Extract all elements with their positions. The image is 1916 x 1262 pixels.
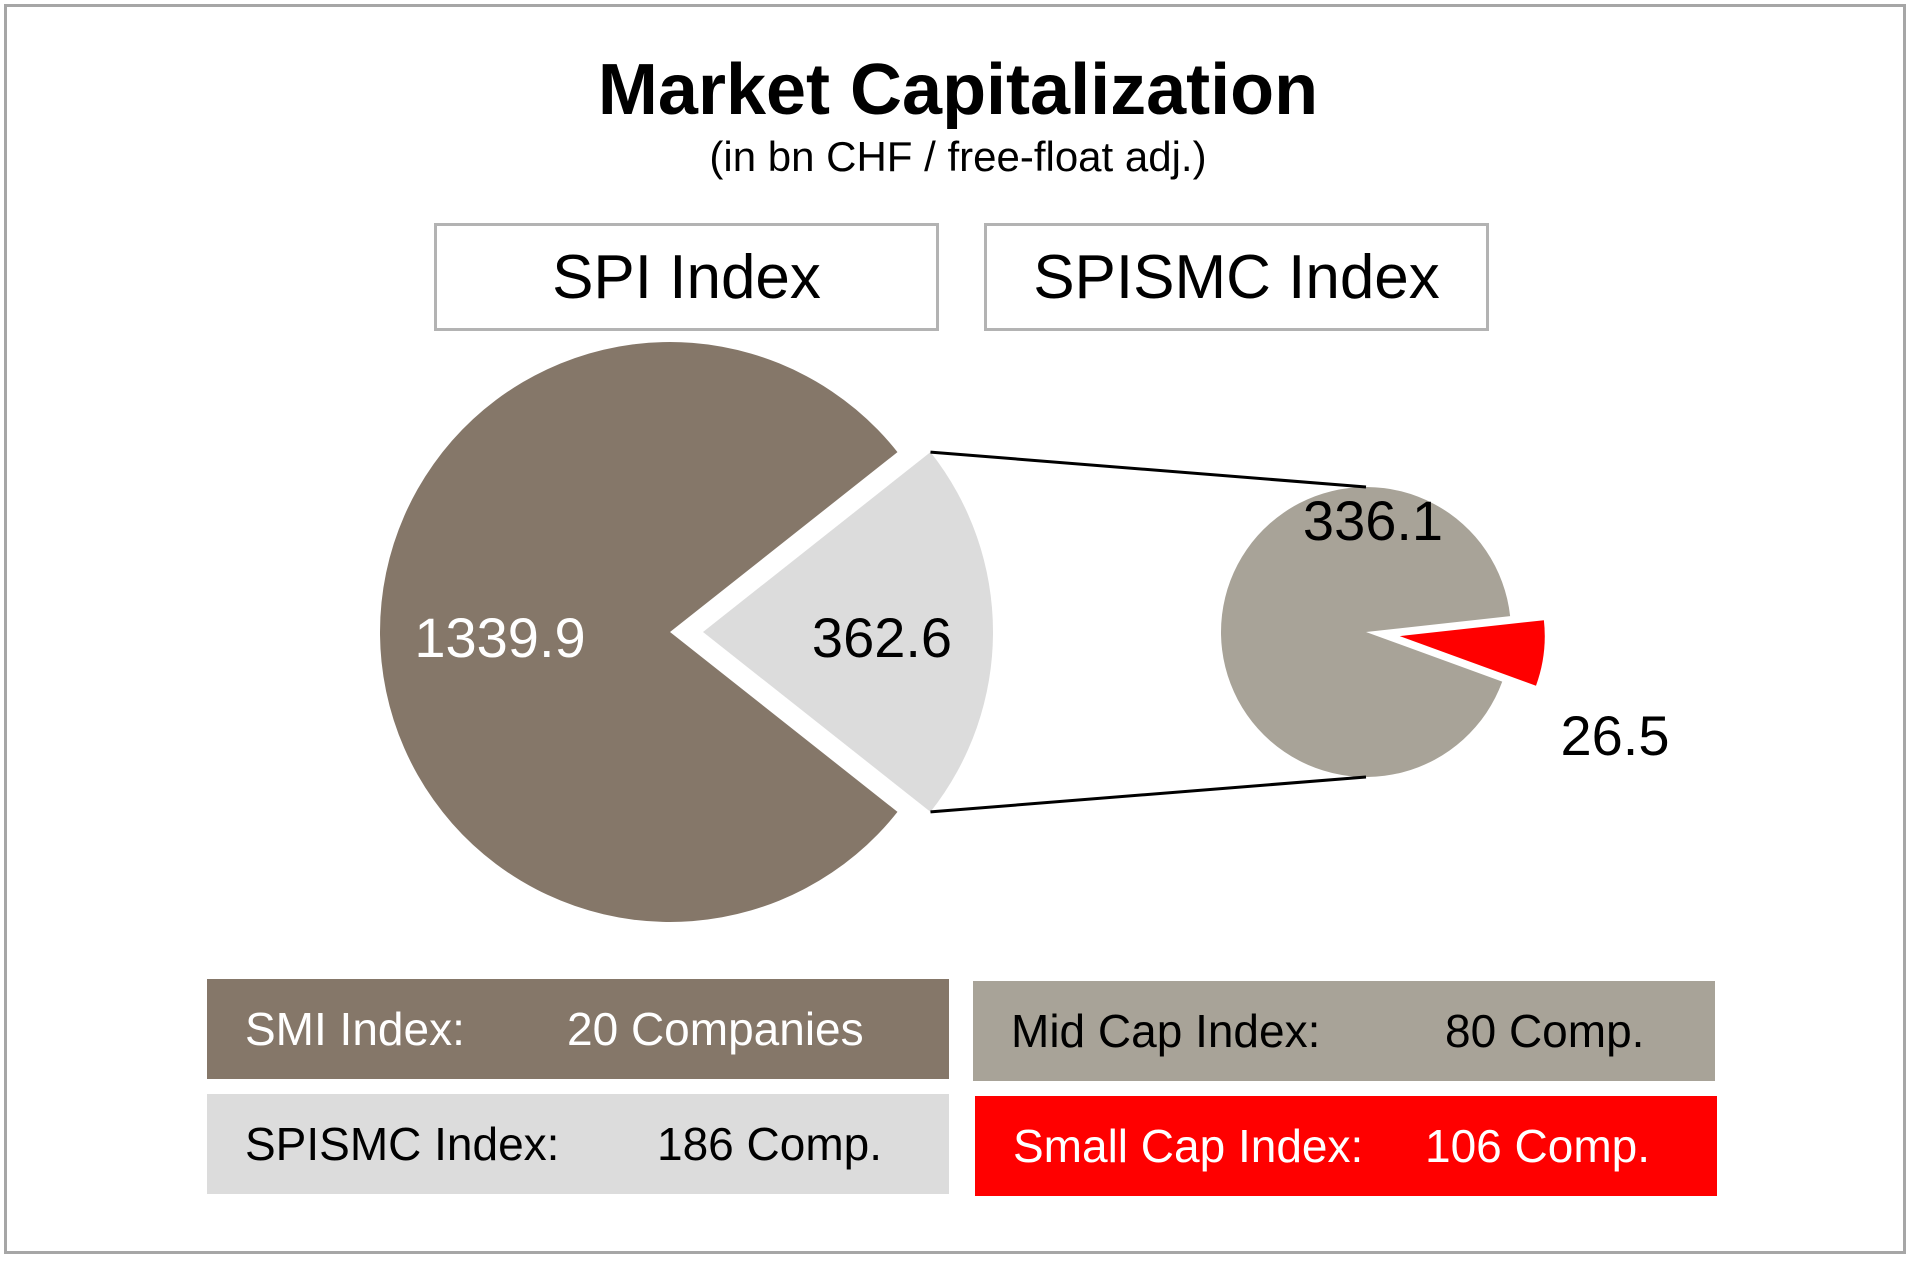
legend-mid-cap-name: Mid Cap Index: [1011, 1005, 1321, 1057]
data-label-spismc-index: 362.6 [812, 606, 952, 669]
data-label-mid-cap-index: 336.1 [1303, 489, 1443, 552]
legend-smi: SMI Index: 20 Companies [207, 979, 949, 1079]
spismc-index-panel-label: SPISMC Index [1033, 242, 1440, 312]
chart-subtitle: (in bn CHF / free-float adj.) [709, 133, 1207, 180]
legend-spismc: SPISMC Index: 186 Comp. [207, 1094, 949, 1194]
legend-small-cap-count: 106 Comp. [1425, 1120, 1651, 1172]
legend-smi-count: 20 Companies [567, 1003, 864, 1055]
data-label-smi-index: 1339.9 [414, 606, 585, 669]
legend-small-cap: Small Cap Index: 106 Comp. [975, 1096, 1717, 1196]
connector-line-top [930, 450, 1367, 489]
chart-title: Market Capitalization [597, 50, 1319, 130]
data-label-small-cap-index: 26.5 [1561, 704, 1670, 767]
spismc-index-panel: SPISMC Index [984, 223, 1489, 331]
chart-frame [4, 4, 1906, 1254]
legend-spismc-name: SPISMC Index: [245, 1118, 560, 1170]
pie-slice-mid-cap-index [1221, 486, 1511, 777]
legend-spismc-count: 186 Comp. [657, 1118, 883, 1170]
pie-slice-smi-index [380, 342, 898, 922]
spi-index-panel-label: SPI Index [552, 242, 821, 312]
legend-smi-name: SMI Index: [245, 1003, 465, 1055]
pie-slice-small-cap-index [1399, 620, 1545, 686]
pie-slice-spismc-index [703, 452, 993, 812]
connector-line-bottom [930, 775, 1367, 814]
legend-small-cap-name: Small Cap Index: [1013, 1120, 1364, 1172]
legend-mid-cap: Mid Cap Index: 80 Comp. [973, 981, 1715, 1081]
legend-mid-cap-count: 80 Comp. [1445, 1005, 1645, 1057]
spi-index-panel: SPI Index [434, 223, 939, 331]
